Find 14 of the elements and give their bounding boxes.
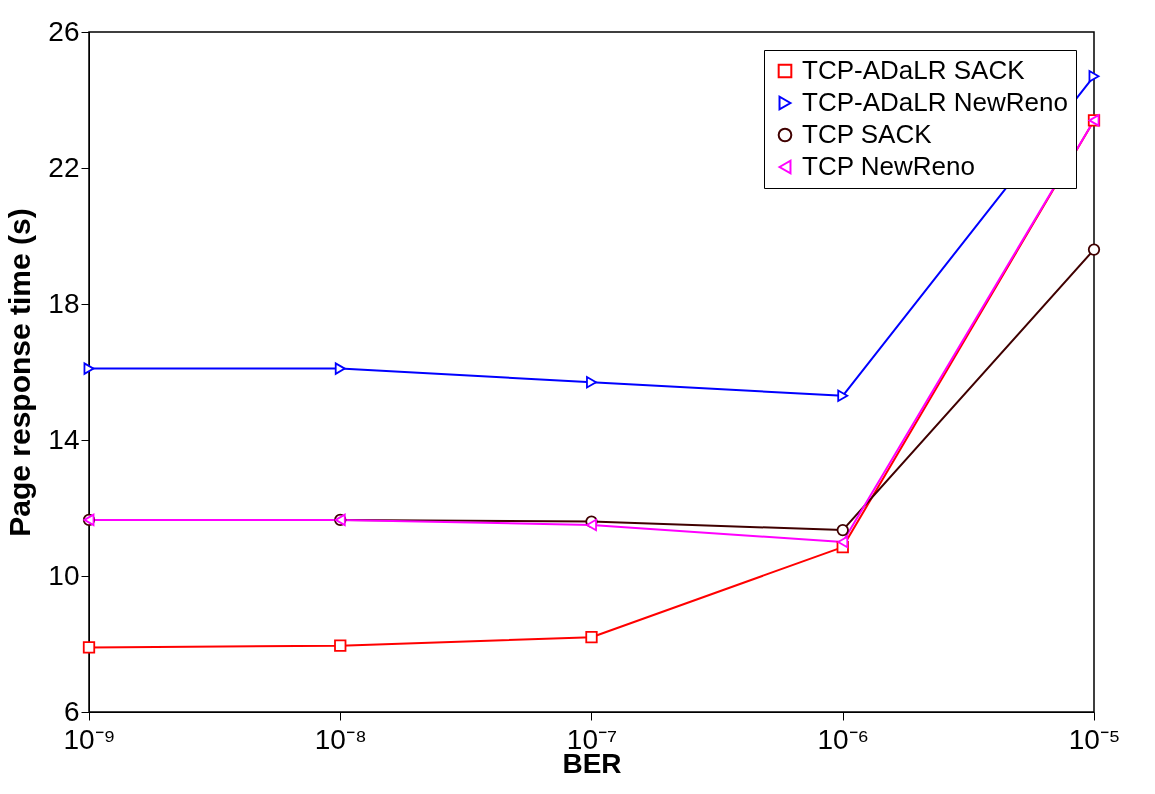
legend-label: TCP SACK: [802, 119, 933, 149]
y-tick-label: 14: [48, 423, 80, 455]
y-tick-label: 18: [48, 287, 80, 319]
legend-label: TCP-ADaLR SACK: [802, 55, 1026, 85]
y-axis-title: Page response time (s): [3, 208, 37, 537]
legend-label: TCP NewReno: [802, 151, 975, 181]
y-tick-label: 26: [48, 15, 80, 47]
y-tick-label: 10: [48, 559, 80, 591]
x-tick-label: 10⁻⁵: [1068, 723, 1121, 755]
x-tick-label: 10⁻⁸: [314, 723, 367, 755]
x-tick-label: 10⁻⁶: [817, 723, 870, 755]
y-tick-label: 22: [48, 151, 80, 183]
x-tick-label: 10⁻⁷: [566, 723, 618, 755]
legend-label: TCP-ADaLR NewReno: [802, 87, 1068, 117]
